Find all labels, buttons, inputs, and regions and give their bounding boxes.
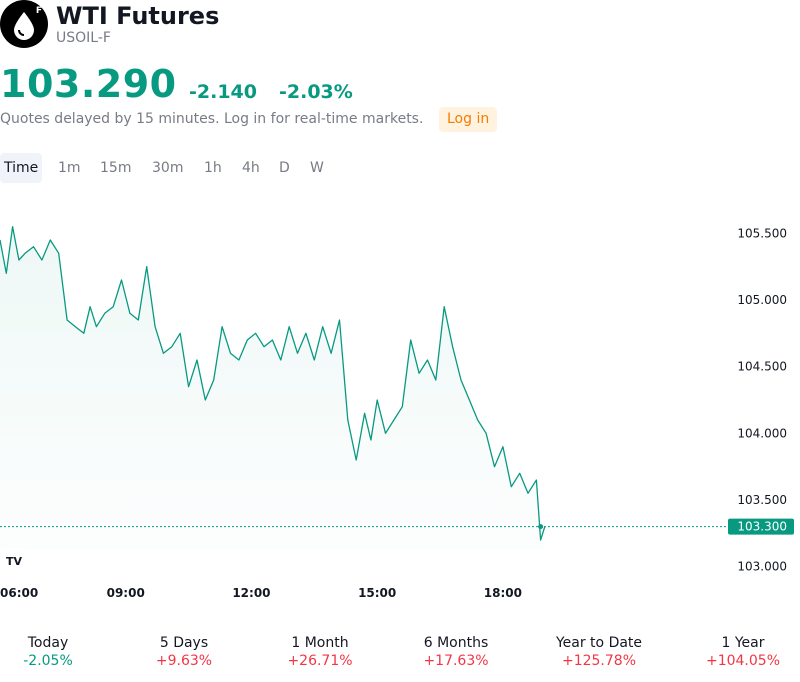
login-button[interactable]: Log in: [439, 107, 498, 132]
oil-drop-glyph: [14, 12, 34, 40]
tab-interval-d[interactable]: D: [279, 160, 290, 176]
tab-interval-4h[interactable]: 4h: [242, 160, 260, 176]
last-price-tag-label: 103.300: [737, 520, 787, 534]
perf-year-to-date[interactable]: Year to Date +125.78%: [529, 634, 669, 670]
perf-label: 5 Days: [159, 635, 209, 651]
perf-value: +125.78%: [561, 653, 637, 669]
instrument-title: WTI Futures: [56, 2, 220, 30]
perf-5-days[interactable]: 5 Days +9.63%: [114, 634, 254, 670]
tab-interval-1m[interactable]: 1m: [58, 160, 81, 176]
y-tick-label: 104.500: [737, 360, 787, 374]
tab-interval-w[interactable]: W: [310, 160, 324, 176]
change-percent: -2.03%: [279, 81, 353, 103]
oil-drop-icon: F: [0, 0, 48, 48]
instrument-symbol: USOIL-F: [56, 30, 111, 46]
tab-interval-1h[interactable]: 1h: [204, 160, 222, 176]
perf-value: +104.05%: [705, 653, 781, 669]
last-price-tag: [728, 518, 794, 535]
x-tick-label: 12:00: [232, 586, 270, 600]
price-area-fill: [0, 226, 545, 550]
perf-label: 1 Year: [721, 635, 765, 651]
x-tick-label: 15:00: [358, 586, 396, 600]
perf-value: +9.63%: [155, 653, 213, 669]
y-tick-label: 104.000: [737, 426, 787, 440]
x-tick-label: 18:00: [484, 586, 522, 600]
tab-interval-time[interactable]: Time: [0, 153, 43, 183]
tradingview-logo-icon[interactable]: TV: [3, 548, 25, 570]
perf-1-year[interactable]: 1 Year +104.05%: [673, 634, 800, 670]
change-absolute: -2.140: [189, 81, 257, 103]
perf-1-month[interactable]: 1 Month +26.71%: [250, 634, 390, 670]
performance-strip: Today -2.05% 5 Days +9.63% 1 Month +26.7…: [0, 634, 800, 674]
y-tick-label: 103.000: [737, 560, 787, 574]
y-tick-label: 105.000: [737, 293, 787, 307]
perf-value: +26.71%: [287, 653, 353, 669]
tab-interval-15m[interactable]: 15m: [100, 160, 132, 176]
perf-label: 6 Months: [423, 635, 489, 651]
perf-value: -2.05%: [23, 653, 73, 669]
logo-badge: F: [35, 6, 42, 16]
price-series-line: [0, 226, 546, 541]
perf-6-months[interactable]: 6 Months +17.63%: [386, 634, 526, 670]
perf-today[interactable]: Today -2.05%: [0, 634, 118, 670]
perf-label: Today: [27, 635, 69, 651]
tab-interval-30m[interactable]: 30m: [152, 160, 184, 176]
perf-label: 1 Month: [291, 635, 349, 651]
y-tick-label: 103.500: [737, 493, 787, 507]
delay-notice: Quotes delayed by 15 minutes. Log in for…: [0, 111, 424, 127]
last-price-marker: [538, 524, 544, 530]
header: F WTI Futures USOIL-F: [0, 0, 800, 60]
y-tick-label: 105.500: [737, 226, 787, 240]
perf-value: +17.63%: [423, 653, 489, 669]
price-chart[interactable]: 105.500 105.000 104.500 104.000 103.500 103.0…: [0, 200, 800, 610]
x-tick-label: 06:00: [0, 586, 38, 600]
svg-text:TV: TV: [6, 555, 23, 568]
x-tick-label: 09:00: [107, 586, 145, 600]
perf-label: Year to Date: [555, 635, 643, 651]
last-price: 103.290: [0, 62, 177, 106]
